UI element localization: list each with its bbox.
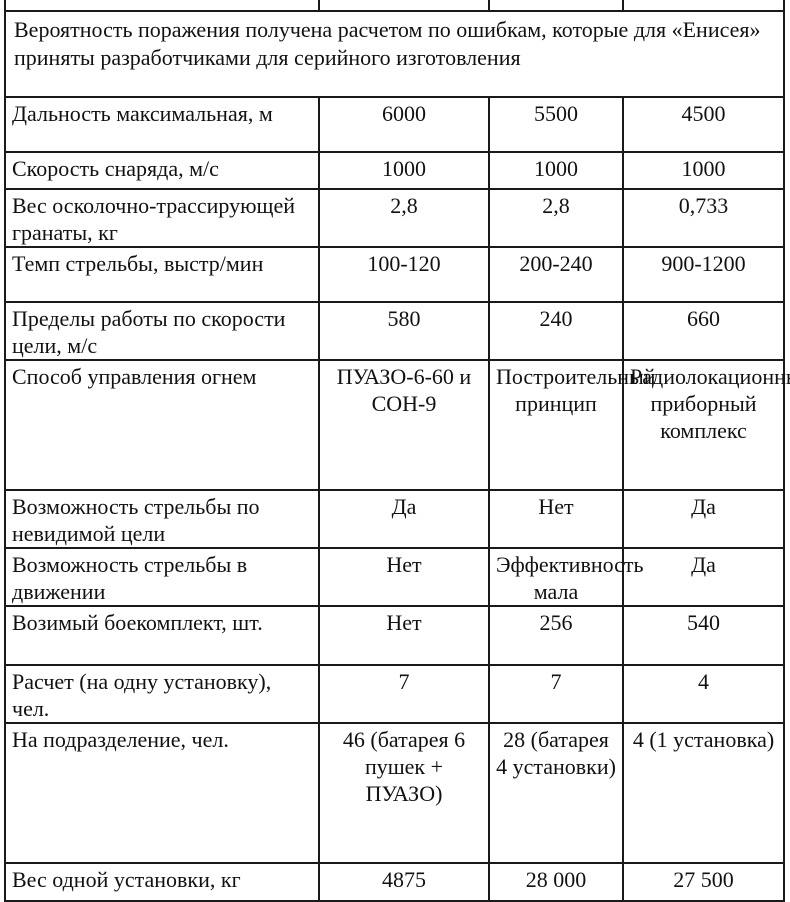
cell-value: 1000 — [622, 151, 785, 190]
cell-value: 46 (батарея 6 пушек + ПУАЗО) — [318, 722, 490, 864]
cell-value: 256 — [488, 605, 624, 666]
table-row: Пределы работы по скорости цели, м/с 580 2… — [4, 301, 785, 361]
cell-value: 4875 — [318, 862, 490, 902]
row-label: Вес одной установки, кг — [4, 862, 320, 902]
cell-value: Да — [622, 489, 785, 549]
table-row: Скорость снаряда, м/с 1000 1000 1000 — [4, 151, 785, 190]
cell-value: Эффективность мала — [488, 547, 644, 607]
cell-value: 540 — [622, 605, 785, 666]
row-label: Расчет (на одну установку), чел. — [4, 664, 320, 724]
cell-value: 4500 — [622, 96, 785, 153]
table-row: Возможность стрельбы по невидимой цели Да… — [4, 489, 785, 549]
cell-value: 4 (1 установка) — [622, 722, 785, 864]
cell-value: 4 — [622, 664, 785, 724]
note-row: Вероятность поражения получена расчетом … — [4, 10, 785, 98]
table-row: Вес осколочно-трассирующей гранаты, кг 2,… — [4, 188, 785, 248]
table-row: Возможность стрельбы в движении Нет Эффект… — [4, 547, 785, 607]
cell-value: 28 000 — [488, 862, 624, 902]
cell-value: 7 — [318, 664, 490, 724]
row-label: Скорость снаряда, м/с — [4, 151, 320, 190]
note-text: Вероятность поражения получена расчетом … — [4, 10, 785, 98]
row-label: На подразделение, чел. — [4, 722, 320, 864]
table-row: Темп стрельбы, выстр/мин 100-120 200-240 90… — [4, 246, 785, 303]
cell-value: ПУАЗО-6-60 и СОН-9 — [318, 359, 490, 491]
row-label: Возможность стрельбы по невидимой цели — [4, 489, 320, 549]
cell-value: Нет — [318, 605, 490, 666]
row-label: Пределы работы по скорости цели, м/с — [4, 301, 320, 361]
cell-value: 200-240 — [488, 246, 624, 303]
row-label: Возможность стрельбы в движении — [4, 547, 320, 607]
row-label: Способ управления огнем — [4, 359, 320, 491]
row-label: Вес осколочно-трассирующей гранаты, кг — [4, 188, 320, 248]
cell-value: 580 — [318, 301, 490, 361]
table-row: На подразделение, чел. 46 (батарея 6 пуше… — [4, 722, 785, 864]
table-row: Дальность максимальная, м 6000 5500 4500 — [4, 96, 785, 153]
cell-value: Да — [622, 547, 785, 607]
row-label: Возимый боекомплект, шт. — [4, 605, 320, 666]
table-row: Возимый боекомплект, шт. Нет 256 540 — [4, 605, 785, 666]
cell-value: Да — [318, 489, 490, 549]
cell-value: Построительный принцип — [488, 359, 656, 491]
specs-table: Вероятность поражения получена расчетом … — [4, 0, 790, 902]
table-row: Способ управления огнем ПУАЗО-6-60 и СОН-… — [4, 359, 790, 491]
cell-value: 6000 — [318, 96, 490, 153]
cell-value: 1000 — [318, 151, 490, 190]
row-label: Темп стрельбы, выстр/мин — [4, 246, 320, 303]
cell-value: Нет — [488, 489, 624, 549]
cell-value: 100-120 — [318, 246, 490, 303]
table-row-stub — [4, 0, 785, 12]
cell-value: 27 500 — [622, 862, 785, 902]
row-label: Дальность максимальная, м — [4, 96, 320, 153]
cell-value: 660 — [622, 301, 785, 361]
cell-value: 240 — [488, 301, 624, 361]
cell-value: Нет — [318, 547, 490, 607]
cell-value: 900-1200 — [622, 246, 785, 303]
cell-value: 28 (батарея 4 установки) — [488, 722, 624, 864]
cell-value: 2,8 — [318, 188, 490, 248]
cell-value: 5500 — [488, 96, 624, 153]
cell-value: Радиолокационный приборный комплекс — [622, 359, 790, 491]
cell-value: 1000 — [488, 151, 624, 190]
table-row: Вес одной установки, кг 4875 28 000 27 500 — [4, 862, 785, 902]
cell-value: 0,733 — [622, 188, 785, 248]
cell-value: 2,8 — [488, 188, 624, 248]
cell-value: 7 — [488, 664, 624, 724]
table-row: Расчет (на одну установку), чел. 7 7 4 — [4, 664, 785, 724]
